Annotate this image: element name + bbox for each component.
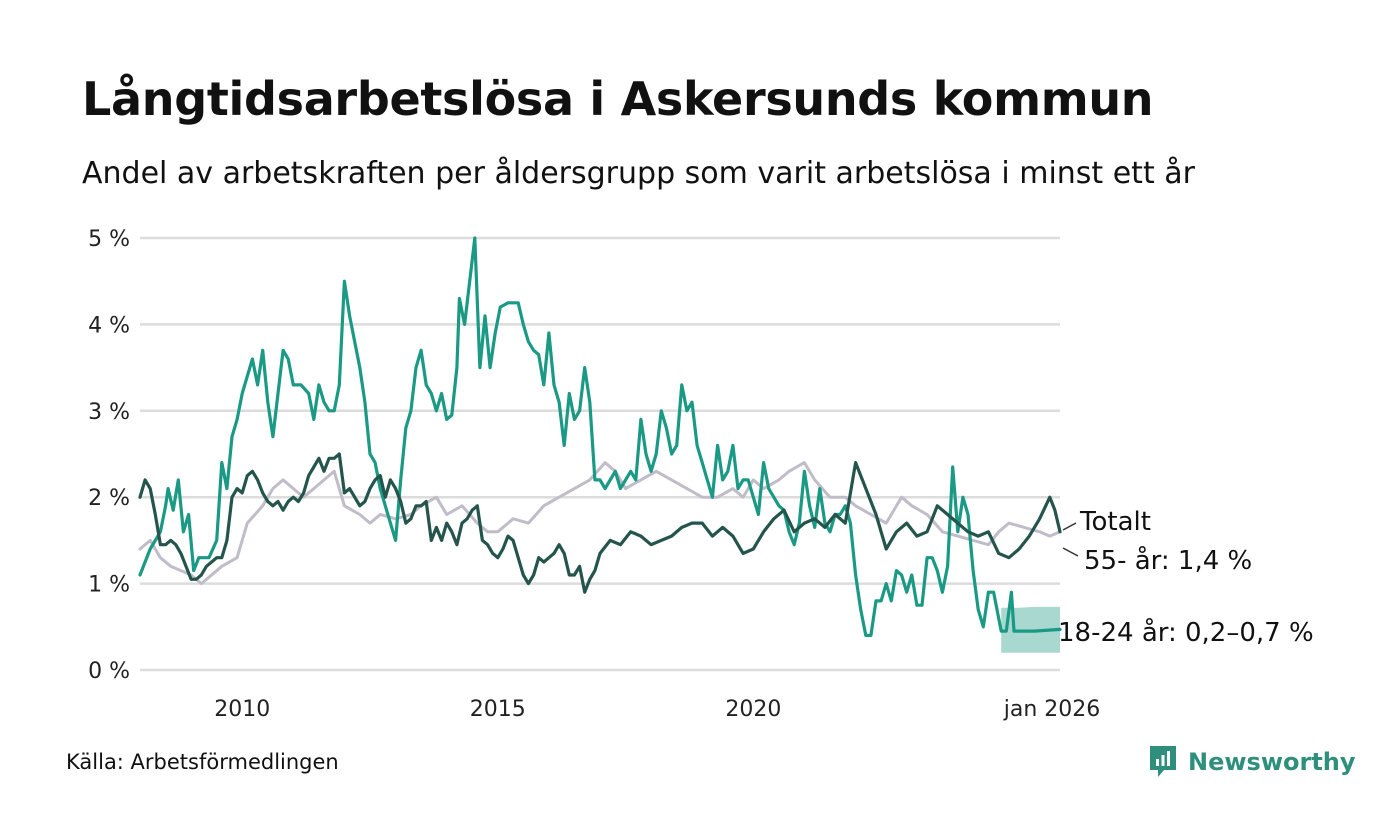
leader-line-total xyxy=(1062,522,1077,531)
x-tick-label: 2010 xyxy=(214,697,270,722)
chart-subtitle: Andel av arbetskraften per åldersgrupp s… xyxy=(82,156,1195,191)
source-note: Källa: Arbetsförmedlingen xyxy=(66,750,339,774)
y-tick-label: 5 % xyxy=(88,227,130,252)
x-tick-label: jan 2026 xyxy=(1003,697,1101,722)
brand-logo: Newsworthy xyxy=(1148,744,1356,780)
series-line-55-r xyxy=(138,452,1062,594)
x-tick-label: 2020 xyxy=(725,697,781,722)
series-line-totalt xyxy=(138,461,1062,586)
y-tick-label: 2 % xyxy=(88,486,130,511)
series-line-18-24-r xyxy=(138,236,1062,637)
y-tick-label: 0 % xyxy=(88,659,130,684)
y-tick-label: 4 % xyxy=(88,313,130,338)
series-label-55: 55- år: 1,4 % xyxy=(1084,545,1252,576)
line-chart: 0 % 1 % 2 % 3 % 4 % 5 % 2010 2015 2020 jan 2026 To… xyxy=(88,227,1314,722)
brand-name: Newsworthy xyxy=(1188,748,1356,776)
y-tick-label: 3 % xyxy=(88,400,130,425)
newsworthy-logo-icon xyxy=(1150,746,1176,777)
leader-line-55 xyxy=(1062,547,1079,557)
y-tick-label: 1 % xyxy=(88,573,130,598)
chart-title: Långtidsarbetslösa i Askersunds kommun xyxy=(82,72,1154,126)
x-tick-label: 2015 xyxy=(470,697,526,722)
series-label-18-24: 18-24 år: 0,2–0,7 % xyxy=(1058,617,1314,648)
series-label-total: Totalt xyxy=(1079,507,1151,537)
